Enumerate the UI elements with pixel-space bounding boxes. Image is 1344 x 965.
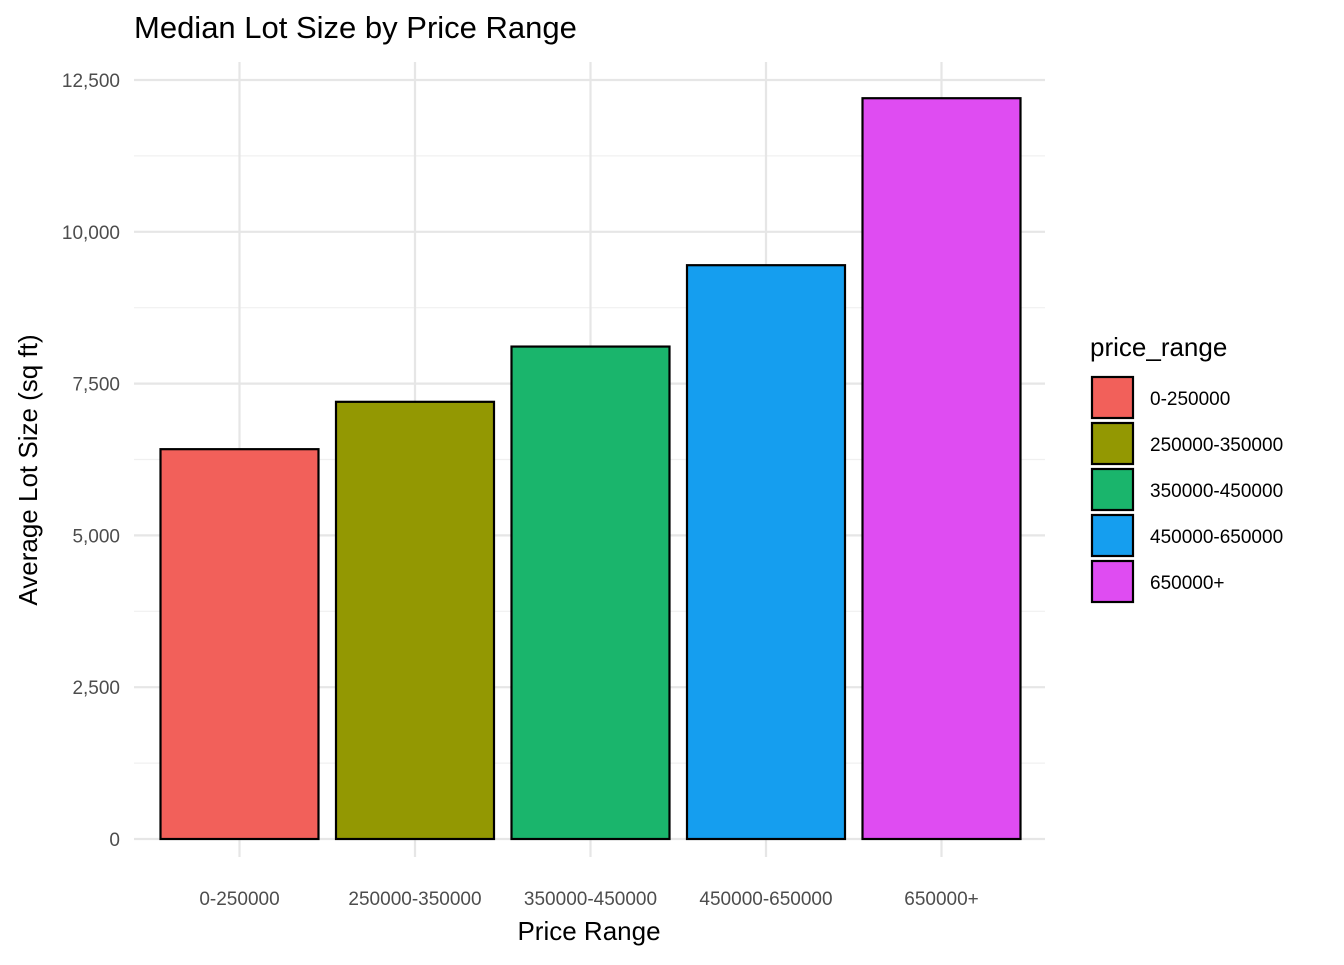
y-tick-label: 2,500 <box>72 678 120 699</box>
x-tick-label: 0-250000 <box>199 889 279 910</box>
bar-0-250000 <box>159 448 320 841</box>
legend-key-350000-450000 <box>1090 467 1135 512</box>
legend-label: 450000-650000 <box>1150 527 1283 548</box>
x-tick-label: 450000-650000 <box>699 889 832 910</box>
bars <box>159 97 1022 841</box>
x-axis: 0-250000 250000-350000 350000-450000 450000… <box>199 889 978 910</box>
legend-label: 250000-350000 <box>1150 435 1283 456</box>
chart-title: Median Lot Size by Price Range <box>134 10 577 45</box>
legend-title: price_range <box>1090 332 1227 362</box>
y-axis: 0 2,500 5,000 7,500 10,000 12,500 <box>62 71 120 851</box>
y-tick-label: 7,500 <box>72 375 120 396</box>
legend-label: 0-250000 <box>1150 389 1230 410</box>
x-axis-title: Price Range <box>517 916 660 946</box>
y-axis-title: Average Lot Size (sq ft) <box>13 334 43 605</box>
bar-650000+ <box>861 97 1022 841</box>
bar-250000-350000 <box>334 400 496 841</box>
legend-key-650000+ <box>1090 559 1135 604</box>
y-tick-label: 5,000 <box>72 526 120 547</box>
x-tick-label: 350000-450000 <box>524 889 657 910</box>
y-tick-label: 12,500 <box>62 71 120 92</box>
x-tick-label: 650000+ <box>904 889 979 910</box>
x-tick-label: 250000-350000 <box>348 889 481 910</box>
bar-350000-450000 <box>510 345 671 841</box>
bar-450000-650000 <box>685 264 847 841</box>
y-tick-label: 0 <box>109 830 120 851</box>
legend-key-450000-650000 <box>1090 513 1135 558</box>
legend-key-250000-350000 <box>1090 421 1135 466</box>
legend-label: 350000-450000 <box>1150 481 1283 502</box>
legend-label: 650000+ <box>1150 573 1225 594</box>
legend-key-0-250000 <box>1090 375 1135 420</box>
legend: price_range 0-250000 250000-350000 350000-… <box>1090 332 1283 604</box>
y-tick-label: 10,000 <box>62 223 120 244</box>
